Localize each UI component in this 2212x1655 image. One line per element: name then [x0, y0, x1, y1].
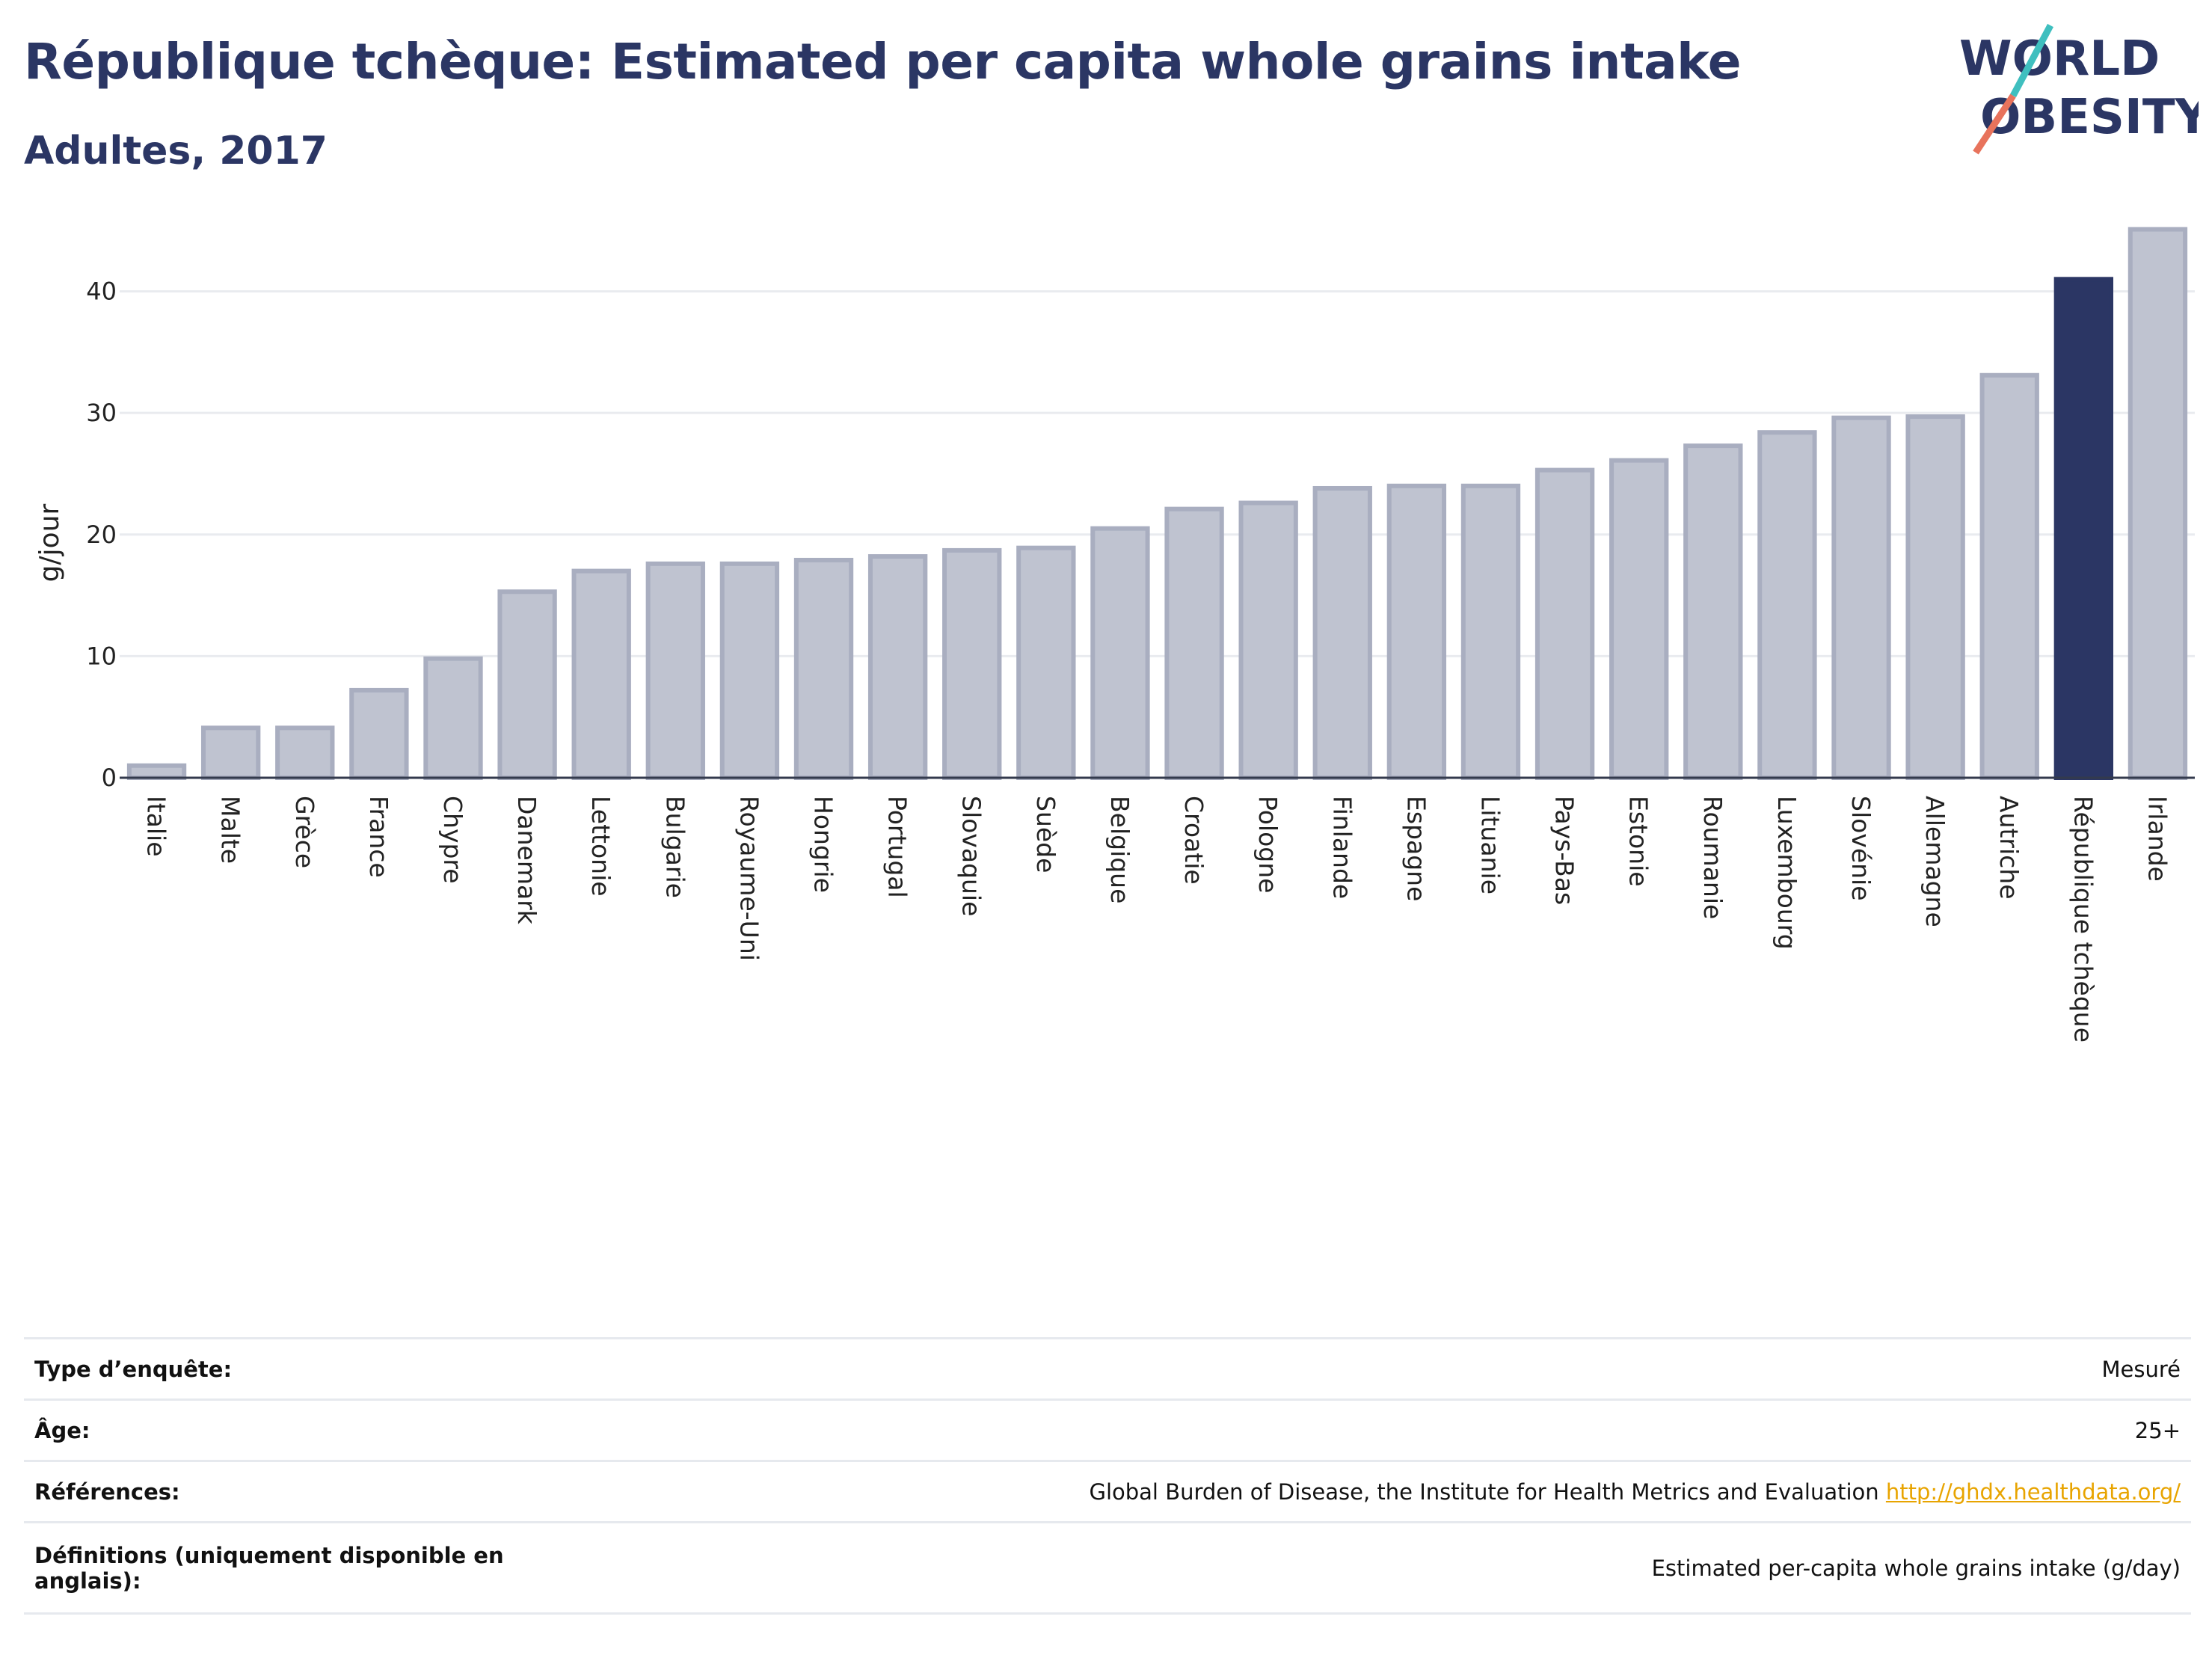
bar [497, 589, 557, 780]
x-tick-label: France [364, 796, 393, 878]
bar [349, 687, 409, 781]
bar [793, 557, 854, 780]
metadata-row: Âge: 25+ [24, 1398, 2191, 1461]
bar [1016, 545, 1076, 780]
x-tick-label: Royaume-Uni [734, 796, 764, 961]
world-obesity-logo: WORLD OBESITY [1959, 23, 2199, 155]
chart-subtitle: Adultes, 2017 [24, 129, 328, 174]
bar [1238, 500, 1298, 780]
bar [1386, 483, 1447, 780]
x-tick-label: Finlande [1327, 796, 1357, 899]
bar [126, 763, 187, 781]
logo-slash-coral [1973, 93, 2016, 155]
x-tick-label: Suède [1031, 796, 1060, 873]
x-tick-label: Malte [216, 796, 245, 864]
bar [423, 656, 483, 781]
reference-link[interactable]: http://ghdx.healthdata.org/ [1885, 1479, 2181, 1505]
y-axis-label: g/jour [34, 503, 65, 582]
metadata-key: Type d’enquête: [24, 1337, 568, 1400]
bar [275, 725, 335, 781]
x-tick-label: Pays-Bas [1550, 796, 1579, 905]
x-tick-label: Irlande [2142, 796, 2172, 882]
x-tick-label: Slovaquie [957, 796, 986, 916]
metadata-key: Références: [24, 1460, 568, 1523]
logo-line-2: OBESITY [1980, 90, 2199, 145]
axis-layer: 0 10 20 30 40 Italie Malte Grèce France Chypre Dan… [86, 277, 2195, 1043]
x-tick-label: Chypre [438, 796, 467, 884]
bar [1683, 443, 1743, 780]
x-tick-label: Lituanie [1475, 796, 1505, 894]
x-tick-label: Bulgarie [660, 796, 689, 898]
x-tick-label: Espagne [1401, 796, 1431, 901]
y-tick-label: 0 [102, 764, 117, 792]
bar [942, 547, 1002, 780]
logo-line-1: WORLD [1959, 31, 2160, 87]
x-tick-label: Luxembourg [1772, 796, 1801, 950]
metadata-value-text: Estimated per-capita whole grains intake… [1651, 1555, 2181, 1581]
metadata-value-text: 25+ [2134, 1417, 2181, 1443]
bar [200, 725, 261, 781]
bar-layer [126, 227, 2188, 781]
x-tick-label: Lettonie [586, 796, 615, 897]
metadata-value: Mesuré [568, 1337, 2191, 1400]
x-tick-label: Hongrie [809, 796, 838, 893]
bar [1757, 430, 1817, 780]
bar [2127, 227, 2188, 781]
bar [867, 554, 928, 780]
metadata-value-text: Mesuré [2101, 1356, 2181, 1382]
metadata-value: 25+ [568, 1398, 2191, 1461]
x-tick-label: Grèce [290, 796, 319, 868]
metadata-row: Références: Global Burden of Disease, the… [24, 1460, 2191, 1523]
bar-chart: 0 10 20 30 40 Italie Malte Grèce France Chypre Dan… [34, 227, 2195, 1043]
x-tick-label: Italie [142, 796, 171, 857]
x-tick-label: Danemark [512, 796, 541, 925]
y-tick-label: 30 [86, 399, 117, 427]
x-tick-label: Pologne [1253, 796, 1282, 893]
x-tick-label: République tchèque [2068, 796, 2098, 1043]
bar [1609, 458, 1669, 780]
logo-slash-teal [2010, 23, 2053, 98]
x-tick-label: Estonie [1624, 796, 1653, 887]
x-tick-label: Croatie [1179, 796, 1208, 885]
x-tick-label: Roumanie [1698, 796, 1727, 919]
x-tick-label: Autriche [1994, 796, 2024, 900]
chart-title: République tchèque: Estimated per capita… [24, 33, 1742, 90]
bar [645, 561, 705, 781]
bar [1979, 372, 2039, 781]
y-tick-label: 40 [86, 277, 117, 306]
bar [571, 568, 631, 781]
y-tick-label: 20 [86, 521, 117, 549]
x-tick-label: Portugal [883, 796, 912, 898]
bar [1090, 526, 1150, 780]
metadata-key: Définitions (uniquement disponible en an… [24, 1521, 568, 1615]
bar [2053, 277, 2114, 781]
metadata-key: Âge: [24, 1398, 568, 1461]
metadata-value-text: Global Burden of Disease, the Institute … [1089, 1479, 1879, 1505]
metadata-value: Global Burden of Disease, the Institute … [568, 1460, 2191, 1523]
metadata-table: Type d’enquête: Mesuré Âge: 25+ Références: G… [24, 1337, 2191, 1615]
bar [1460, 483, 1521, 780]
bar [719, 561, 780, 781]
bar [1831, 415, 1891, 781]
bar [1905, 414, 1965, 780]
metadata-row: Définitions (uniquement disponible en an… [24, 1521, 2191, 1615]
metadata-row: Type d’enquête: Mesuré [24, 1337, 2191, 1400]
bar [1312, 485, 1372, 781]
metadata-value: Estimated per-capita whole grains intake… [568, 1521, 2191, 1615]
x-tick-label: Slovénie [1846, 796, 1875, 901]
x-tick-label: Allemagne [1920, 796, 1950, 927]
bar [1534, 467, 1595, 780]
y-tick-label: 10 [86, 642, 117, 670]
x-tick-label: Belgique [1105, 796, 1134, 903]
bar [1164, 506, 1224, 780]
